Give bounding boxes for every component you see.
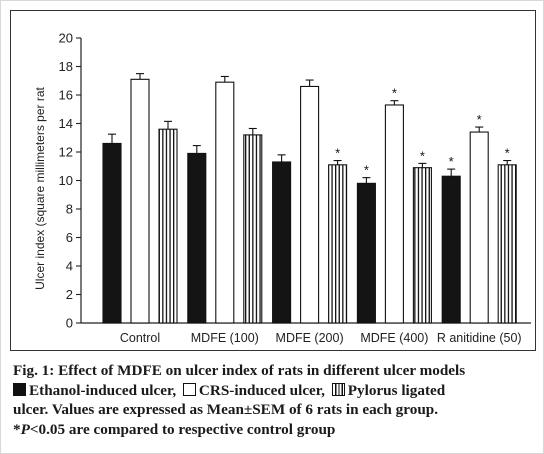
y-tick-label: 18 (59, 59, 73, 74)
bar (130, 78, 150, 324)
bar (243, 134, 263, 324)
bar (328, 164, 348, 324)
caption-title: Fig. 1: Effect of MDFE on ulcer index of… (13, 362, 466, 379)
legend-label-pylorus: Pylorus ligated (347, 381, 446, 399)
legend-swatch-open (182, 382, 196, 396)
y-axis-title: Ulcer index (square millimeters per rat (33, 86, 47, 289)
x-tick-label: Control (120, 331, 160, 345)
legend-swatch-solid (13, 382, 26, 396)
bar-chart: 0 2 4 6 8 10 12 14 16 18 20 Ulcer index (square mil… (33, 31, 531, 345)
legend-label-crs: CRS-induced ulcer, (198, 381, 325, 399)
significance-marker: * (449, 154, 454, 169)
bar (384, 104, 404, 324)
bar (215, 81, 235, 324)
significance-marker: * (420, 148, 425, 163)
caption-values-line: ulcer. Values are expressed as Mean±SEM … (13, 401, 439, 419)
footnote-p: P (20, 420, 30, 438)
y-tick-label: 6 (66, 230, 73, 245)
bar (441, 175, 461, 324)
significance-marker: * (477, 112, 482, 127)
legend-label-ethanol: Ethanol-induced ulcer, (29, 381, 177, 399)
y-tick-label: 8 (66, 202, 73, 217)
caption-footnote: *P<0.05 are compared to respective contr… (13, 420, 538, 440)
footnote-text: <0.05 are compared to respective control… (29, 420, 336, 438)
y-tick-label: 4 (66, 259, 73, 274)
bar (272, 161, 292, 324)
bar (469, 131, 489, 324)
bar (412, 167, 432, 324)
significance-marker: * (392, 86, 397, 101)
significance-marker: * (505, 146, 510, 161)
bar (102, 142, 122, 324)
x-tick-label: R anitidine (50) (437, 331, 522, 345)
y-tick-label: 20 (59, 31, 73, 46)
y-tick-label: 10 (59, 173, 73, 188)
significance-marker: * (364, 163, 369, 178)
bar (158, 128, 178, 324)
x-tick-label: MDFE (400) (360, 331, 428, 345)
y-tick-label: 14 (59, 116, 73, 131)
caption-legend-line: Ethanol-induced ulcer, CRS-induced ulcer… (13, 381, 538, 401)
bar (187, 152, 207, 324)
chart-panel: 0 2 4 6 8 10 12 14 16 18 20 Ulcer index (square mil… (10, 10, 536, 351)
legend-swatch-striped (331, 382, 345, 396)
y-tick-label: 16 (59, 88, 73, 103)
figure-caption: Fig. 1: Effect of MDFE on ulcer index of… (13, 361, 538, 439)
y-tick-label: 2 (66, 287, 73, 302)
x-tick-label: MDFE (200) (276, 331, 344, 345)
significance-marker: * (335, 146, 340, 161)
y-tick-label: 12 (59, 145, 73, 160)
y-tick-label: 0 (66, 316, 73, 331)
x-tick-label: MDFE (100) (191, 331, 259, 345)
footnote-symbol: * (13, 420, 21, 438)
bar (356, 182, 376, 324)
bar (497, 164, 517, 324)
bar (300, 85, 320, 324)
